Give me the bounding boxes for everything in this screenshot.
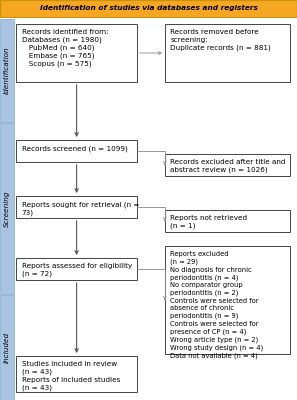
- FancyBboxPatch shape: [16, 24, 137, 82]
- FancyBboxPatch shape: [165, 154, 290, 176]
- Text: Reports sought for retrieval (n =
73): Reports sought for retrieval (n = 73): [22, 201, 139, 216]
- Text: Reports assessed for eligibility
(n = 72): Reports assessed for eligibility (n = 72…: [22, 263, 132, 277]
- FancyBboxPatch shape: [0, 123, 14, 294]
- FancyBboxPatch shape: [165, 246, 290, 354]
- Text: Identification of studies via databases and registers: Identification of studies via databases …: [40, 5, 257, 12]
- Text: Records screened (n = 1099): Records screened (n = 1099): [22, 145, 127, 152]
- Text: Studies included in review
(n = 43)
Reports of included studies
(n = 43): Studies included in review (n = 43) Repo…: [22, 361, 120, 391]
- Text: Records excluded after title and
abstract review (n = 1026): Records excluded after title and abstrac…: [170, 159, 286, 173]
- FancyBboxPatch shape: [16, 258, 137, 280]
- FancyBboxPatch shape: [0, 19, 14, 122]
- Text: Records removed before
screening:
Duplicate records (n = 881): Records removed before screening: Duplic…: [170, 29, 271, 51]
- FancyBboxPatch shape: [16, 196, 137, 218]
- FancyBboxPatch shape: [0, 295, 14, 400]
- FancyBboxPatch shape: [16, 356, 137, 392]
- FancyBboxPatch shape: [165, 24, 290, 82]
- Text: Screening: Screening: [4, 190, 10, 227]
- FancyBboxPatch shape: [0, 0, 297, 17]
- FancyBboxPatch shape: [165, 210, 290, 232]
- FancyBboxPatch shape: [16, 140, 137, 162]
- Text: Records identified from:
Databases (n = 1980)
   PubMed (n = 640)
   Embase (n =: Records identified from: Databases (n = …: [22, 29, 108, 67]
- Text: Reports excluded
(n = 29)
No diagnosis for chronic
periodontitis (n = 4)
No comp: Reports excluded (n = 29) No diagnosis f…: [170, 251, 263, 359]
- Text: Included: Included: [4, 332, 10, 363]
- Text: Reports not retrieved
(n = 1): Reports not retrieved (n = 1): [170, 215, 247, 229]
- Text: Identification: Identification: [4, 46, 10, 94]
